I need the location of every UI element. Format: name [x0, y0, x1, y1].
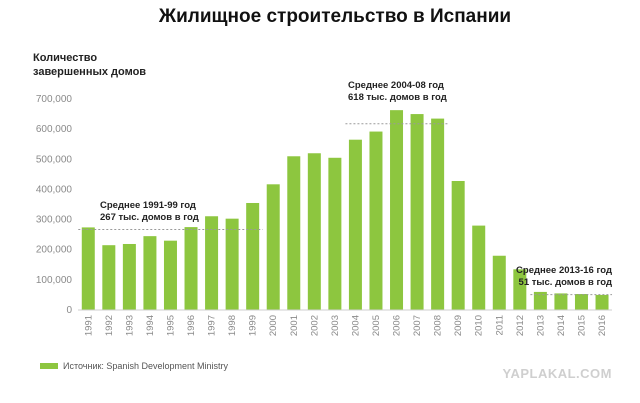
bar-1995 — [163, 240, 177, 310]
annotation-text: Среднее 2004-08 год — [348, 80, 444, 91]
bar-2006 — [390, 110, 404, 310]
annotation-text: Среднее 2013-16 год — [516, 265, 612, 276]
annotation-text: Среднее 1991-99 год — [100, 200, 196, 211]
bar-1999 — [246, 202, 260, 310]
x-tick-label: 2012 — [515, 315, 526, 336]
x-tick-label: 2005 — [371, 315, 382, 336]
x-tick-label: 2002 — [309, 315, 320, 336]
y-tick-label: 0 — [66, 305, 72, 316]
annotation-text: 51 тыс. домов в год — [519, 277, 612, 288]
x-tick-label: 2007 — [412, 315, 423, 336]
x-tick-label: 2009 — [453, 315, 464, 336]
bar-1993 — [122, 243, 136, 310]
x-tick-label: 1992 — [104, 315, 115, 336]
y-tick-label: 200,000 — [36, 245, 73, 256]
x-tick-label: 1996 — [186, 315, 197, 336]
x-tick-label: 2015 — [576, 315, 587, 336]
x-tick-label: 1991 — [83, 315, 94, 336]
bar-1991 — [81, 227, 95, 310]
annotation-text: 267 тыс. домов в год — [100, 212, 199, 223]
bar-2010 — [472, 225, 486, 310]
x-tick-label: 2014 — [556, 315, 567, 336]
bar-2014 — [554, 293, 568, 310]
bar-2009 — [451, 180, 465, 310]
x-tick-label: 1993 — [124, 315, 135, 336]
bar-2015 — [574, 294, 588, 310]
bars — [81, 110, 609, 310]
y-tick-label: 500,000 — [36, 154, 73, 165]
x-tick-label: 2001 — [289, 315, 300, 336]
y-axis-label-line-2: завершенных домов — [33, 66, 146, 78]
bar-2013 — [533, 291, 547, 310]
y-tick-label: 100,000 — [36, 275, 73, 286]
bar-2012 — [513, 269, 527, 310]
annotation-text: 618 тыс. домов в год — [348, 92, 447, 103]
x-tick-label: 2006 — [392, 315, 403, 336]
bar-2000 — [266, 184, 280, 310]
y-tick-label: 600,000 — [36, 124, 73, 135]
legend-label: Источник: Spanish Development Ministry — [63, 361, 228, 371]
bar-2008 — [431, 118, 445, 310]
x-tick-label: 1998 — [227, 315, 238, 336]
y-tick-label: 700,000 — [36, 94, 73, 105]
x-tick-labels: 1991 1992 1993 1994 1995 1996 1997 1998 1999 2000… — [83, 315, 608, 336]
watermark: YAPLAKAL.COM — [502, 366, 612, 381]
bar-2002 — [307, 153, 321, 310]
bar-1994 — [143, 236, 157, 310]
x-tick-label: 1999 — [248, 315, 259, 336]
chart-title: Жилищное строительство в Испании — [158, 6, 511, 27]
x-tick-label: 2016 — [597, 315, 608, 336]
bar-1997 — [205, 216, 219, 310]
y-tick-label: 400,000 — [36, 184, 73, 195]
bar-1996 — [184, 227, 198, 310]
bar-2004 — [348, 139, 362, 310]
bar-2005 — [369, 131, 383, 310]
bar-2016 — [595, 294, 609, 310]
bar-2003 — [328, 157, 342, 310]
x-tick-label: 2004 — [350, 315, 361, 336]
x-tick-label: 2000 — [268, 315, 279, 336]
y-tick-labels: 0 100,000 200,000 300,000 400,000 500,000 600,… — [36, 94, 73, 316]
bar-1998 — [225, 218, 239, 310]
bar-2007 — [410, 114, 424, 310]
x-tick-label: 1997 — [207, 315, 218, 336]
x-tick-label: 1994 — [145, 315, 156, 336]
x-tick-label: 2010 — [474, 315, 485, 336]
x-tick-label: 2003 — [330, 315, 341, 336]
x-tick-label: 2013 — [535, 315, 546, 336]
legend-swatch — [40, 363, 58, 369]
x-tick-label: 1995 — [165, 315, 176, 336]
y-axis-label-line-1: Количество — [33, 52, 97, 64]
bar-1992 — [102, 245, 116, 310]
x-tick-label: 2008 — [433, 315, 444, 336]
bar-2011 — [492, 255, 506, 310]
y-tick-label: 300,000 — [36, 215, 73, 226]
bar-2001 — [287, 156, 301, 310]
x-tick-label: 2011 — [494, 315, 505, 335]
